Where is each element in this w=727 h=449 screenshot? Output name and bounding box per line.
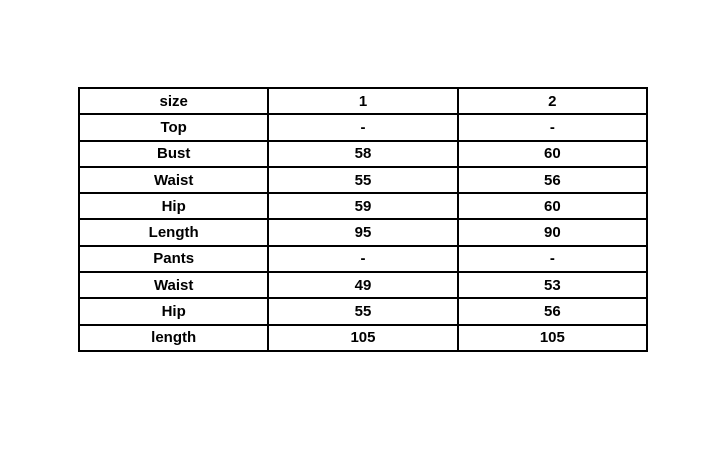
row-label: Pants [77, 244, 270, 274]
cell-value: 60 [456, 192, 649, 221]
cell-value: 58 [267, 139, 459, 168]
table-header-row: size 1 2 [77, 86, 649, 116]
size-chart-table: size 1 2 Top - - Bust 58 60 Waist 55 56 … [77, 86, 649, 353]
cell-value: - [267, 113, 459, 142]
cell-value: 49 [267, 271, 459, 300]
cell-value: 55 [267, 297, 459, 326]
table-row: length 105 105 [77, 323, 649, 353]
cell-value: - [456, 113, 649, 142]
table-row: Pants - - [77, 244, 649, 274]
cell-value: 105 [456, 323, 649, 353]
cell-value: 55 [267, 165, 459, 195]
cell-value: 56 [456, 165, 649, 195]
cell-value: 90 [456, 218, 649, 247]
table-row: Bust 58 60 [77, 139, 649, 168]
row-label: Waist [77, 165, 270, 195]
header-size-2: 2 [456, 86, 649, 116]
row-label: Hip [77, 192, 270, 221]
table-row: Waist 55 56 [77, 165, 649, 195]
row-label: length [77, 323, 270, 353]
cell-value: 59 [267, 192, 459, 221]
row-label: Length [77, 218, 270, 247]
table-row: Hip 59 60 [77, 192, 649, 221]
table-row: Top - - [77, 113, 649, 142]
header-size-1: 1 [267, 86, 459, 116]
row-label: Hip [77, 297, 270, 326]
header-size-label: size [77, 86, 270, 116]
cell-value: 53 [456, 271, 649, 300]
table-row: Hip 55 56 [77, 297, 649, 326]
cell-value: 60 [456, 139, 649, 168]
row-label: Bust [77, 139, 270, 168]
cell-value: - [456, 244, 649, 274]
cell-value: 95 [267, 218, 459, 247]
cell-value: 56 [456, 297, 649, 326]
cell-value: 105 [267, 323, 459, 353]
cell-value: - [267, 244, 459, 274]
table-row: Waist 49 53 [77, 271, 649, 300]
row-label: Top [77, 113, 270, 142]
table-row: Length 95 90 [77, 218, 649, 247]
row-label: Waist [77, 271, 270, 300]
